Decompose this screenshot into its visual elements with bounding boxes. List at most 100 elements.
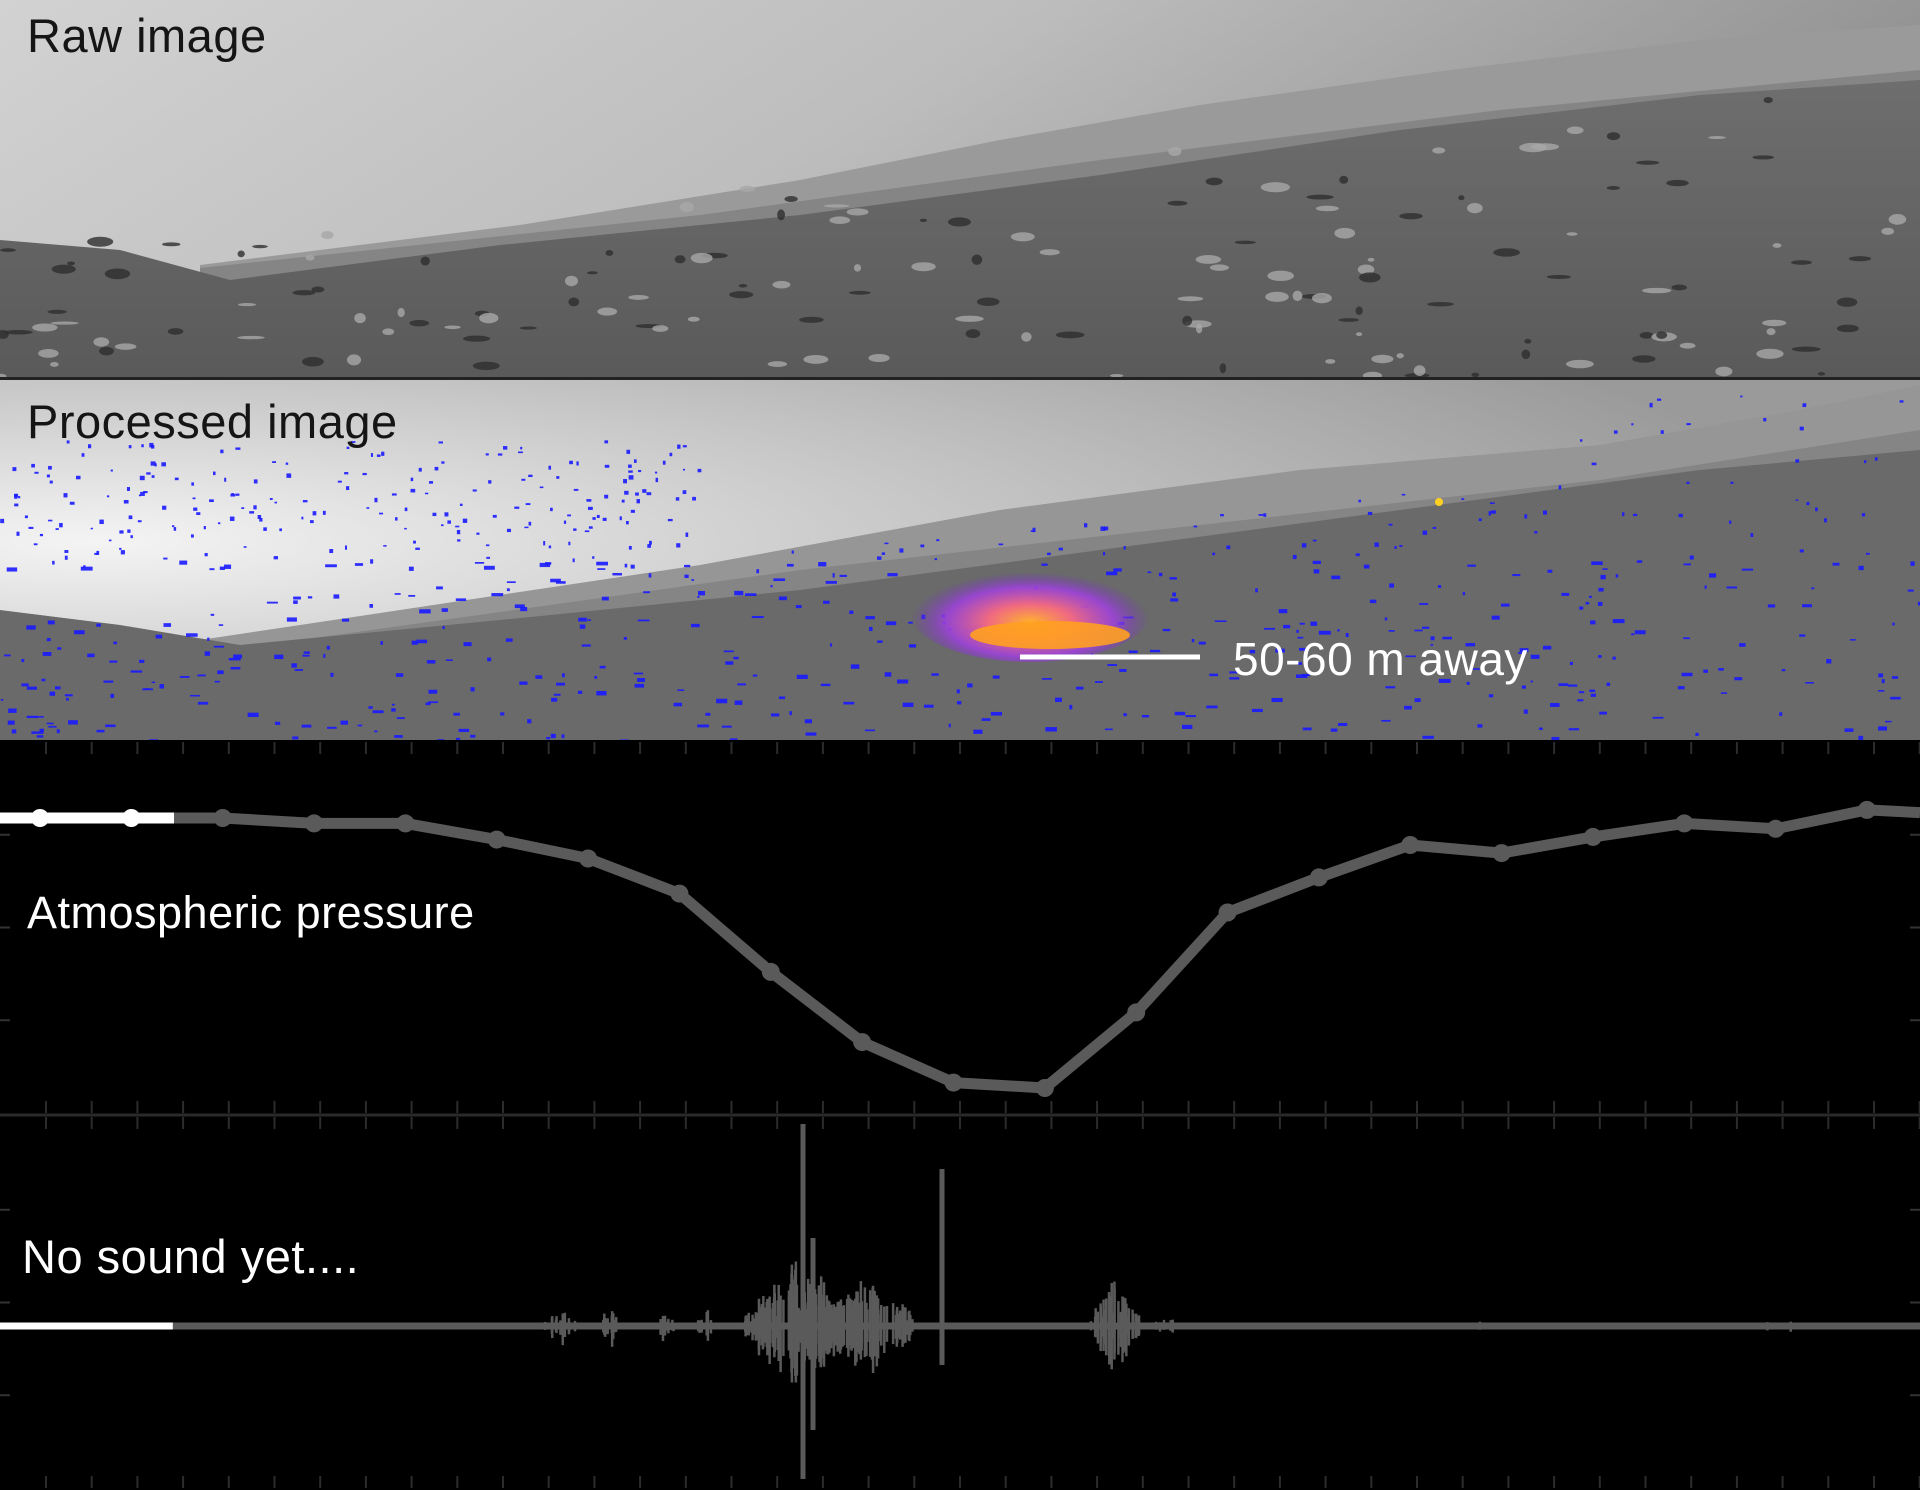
blue-speckle (956, 689, 960, 694)
blue-speckle (96, 729, 105, 733)
blue-speckle (1599, 711, 1607, 715)
blue-speckle (887, 573, 898, 577)
blue-speckle (992, 675, 1000, 679)
blue-speckle (1622, 512, 1625, 517)
blue-speckle (447, 520, 451, 524)
blue-speckle (259, 518, 263, 522)
blue-speckle (14, 503, 19, 507)
rock (739, 185, 756, 193)
blue-speckle (578, 617, 587, 622)
blue-speckle (1709, 573, 1717, 578)
rock (292, 290, 316, 296)
blue-speckle (520, 446, 523, 450)
blue-speckle (692, 496, 696, 501)
blue-speckle (80, 566, 93, 571)
rock (955, 315, 984, 322)
blue-speckle (286, 617, 297, 622)
blue-speckle (535, 675, 543, 679)
blue-speckle (46, 637, 51, 642)
blue-speckle (539, 486, 544, 489)
rock (823, 204, 850, 208)
blue-speckle (561, 734, 565, 739)
rock (0, 248, 16, 253)
rock (1493, 248, 1521, 257)
blue-speckle (204, 651, 211, 656)
blue-speckle (773, 578, 786, 582)
blue-speckle (59, 522, 63, 528)
blue-speckle (973, 729, 983, 734)
pressure-point (487, 830, 506, 849)
blue-speckle (1206, 705, 1218, 709)
blue-speckle (881, 552, 885, 555)
blue-speckle (48, 465, 52, 470)
rock (1205, 177, 1223, 186)
blue-speckle (26, 625, 36, 630)
blue-speckle (528, 474, 533, 478)
blue-speckle (626, 449, 631, 454)
blue-speckle (1530, 654, 1540, 659)
blue-speckle (57, 647, 62, 650)
blue-speckle (1634, 630, 1646, 635)
blue-speckle (1229, 677, 1240, 680)
sound-label: No sound yet.... (22, 1230, 360, 1283)
blue-speckle (956, 701, 962, 705)
blue-speckle (436, 586, 443, 590)
rock (1359, 272, 1381, 283)
blue-speckle (48, 725, 57, 728)
blue-speckle (418, 467, 422, 472)
rock (1791, 346, 1821, 352)
blue-speckle (637, 678, 646, 682)
blue-speckle (1488, 511, 1492, 516)
blue-speckle (1032, 527, 1036, 533)
blue-speckle (1686, 423, 1691, 426)
blue-speckle (21, 658, 25, 663)
rock (252, 244, 268, 249)
rock (1355, 306, 1363, 315)
blue-speckle (967, 683, 973, 688)
blue-speckle (1517, 652, 1523, 654)
blue-speckle (503, 446, 508, 450)
blue-speckle (729, 738, 738, 740)
blue-speckle (586, 499, 592, 502)
blue-speckle (1298, 647, 1309, 651)
blue-speckle (1534, 531, 1538, 534)
blue-speckle (1422, 530, 1428, 535)
blue-speckle (302, 500, 308, 503)
rock (1432, 147, 1446, 154)
blue-speckle (293, 596, 301, 600)
blue-speckle (429, 481, 434, 484)
blue-speckle (789, 711, 792, 716)
rock (690, 252, 713, 264)
blue-speckle (1312, 539, 1317, 542)
blue-speckle (864, 729, 876, 732)
blue-speckle (1198, 641, 1206, 645)
blue-speckle (1695, 732, 1699, 736)
blue-speckle (64, 555, 68, 560)
rock (311, 286, 325, 293)
blue-speckle (868, 626, 873, 632)
blue-speckle (1488, 694, 1494, 698)
blue-speckle (669, 452, 673, 457)
pressure-point (1675, 814, 1694, 833)
blue-speckle (428, 689, 438, 694)
blue-speckle (1330, 728, 1338, 732)
blue-speckle (370, 559, 374, 564)
blue-speckle (14, 494, 18, 499)
rock (1521, 349, 1531, 360)
blue-speckle (376, 454, 381, 457)
blue-speckle (751, 615, 764, 619)
blue-speckle (302, 654, 310, 657)
blue-speckle (1312, 560, 1321, 565)
blue-speckle (341, 618, 350, 622)
blue-speckle (682, 445, 687, 448)
rock (1371, 354, 1394, 364)
blue-speckle (1147, 571, 1152, 574)
blue-speckle (1802, 604, 1812, 608)
blue-speckle (193, 507, 198, 511)
blue-speckle (120, 550, 125, 555)
blue-speckle (1296, 629, 1299, 633)
blue-speckle (217, 670, 224, 675)
rock (50, 361, 59, 367)
blue-speckle (472, 489, 477, 492)
blue-speckle (391, 703, 395, 706)
